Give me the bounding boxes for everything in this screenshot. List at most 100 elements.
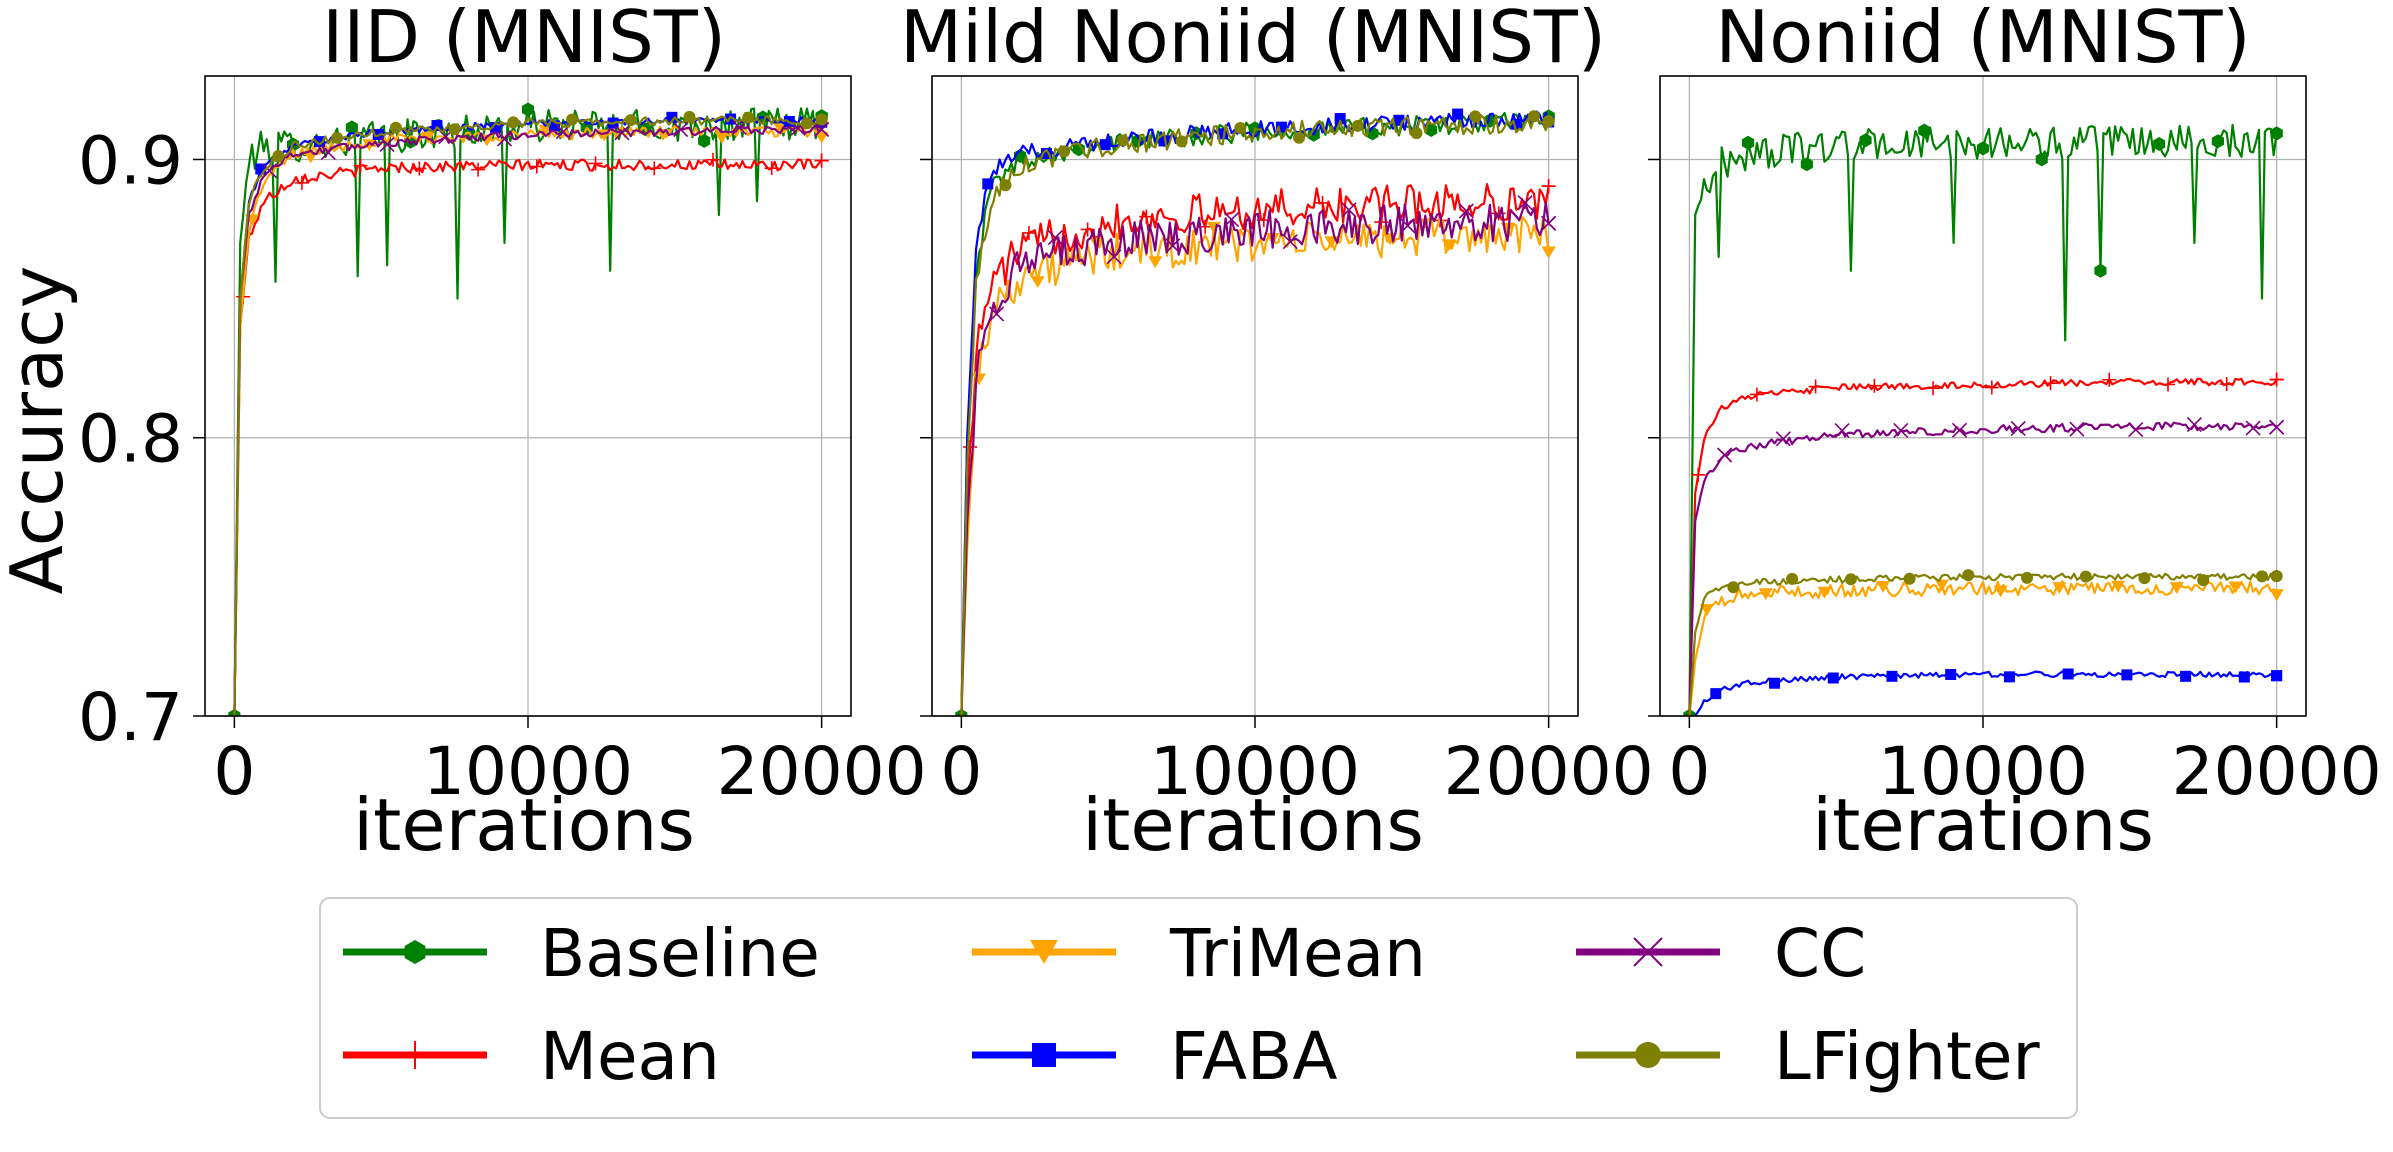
series-marker-mean <box>705 152 720 167</box>
series-marker-baseline <box>2270 126 2283 141</box>
series-marker-lfighter <box>1234 121 1247 134</box>
legend-entry-trimean: TriMean <box>972 915 1426 992</box>
series-marker-lfighter <box>999 179 1012 192</box>
x-axis-label: iterations <box>1082 783 1424 867</box>
series-marker-cc <box>1400 218 1416 234</box>
subplot-mild-noniid: Mild Noniid (MNIST) iterations 0 10000 200… <box>900 0 1654 867</box>
series-marker-trimean <box>2169 582 2184 594</box>
series-group <box>228 102 830 716</box>
legend-marker-circle-icon <box>1635 1042 1661 1068</box>
plot-frame <box>1659 75 2307 717</box>
series-marker-mean <box>1139 209 1154 224</box>
legend: Baseline Mean TriMean FABA CC LFighter <box>343 915 2040 1095</box>
series-marker-faba <box>255 163 267 175</box>
series-marker-lfighter <box>1844 573 1857 586</box>
series-marker-lfighter <box>1786 572 1799 585</box>
series-marker-cc <box>1047 229 1063 246</box>
series-marker-cc <box>989 306 1005 322</box>
series-marker-lfighter <box>2270 570 2283 583</box>
series-marker-trimean <box>2111 580 2126 593</box>
series-marker-cc <box>814 121 830 137</box>
subplot-noniid: Noniid (MNIST) iterations 0 10000 20000 <box>1648 0 2382 867</box>
series-marker-lfighter <box>331 131 344 144</box>
series-marker-faba <box>431 120 443 132</box>
series-marker-faba <box>1886 670 1898 682</box>
y-tick-label: 0.8 <box>78 401 183 478</box>
series-marker-cc <box>1341 202 1357 218</box>
plot-frame <box>204 75 852 717</box>
series-marker-lfighter <box>742 111 755 124</box>
series-marker-faba <box>982 178 994 190</box>
series-marker-cc <box>1893 422 1909 439</box>
series-marker-trimean <box>2228 581 2243 594</box>
series-marker-trimean <box>421 131 436 144</box>
series-marker-lfighter <box>2255 570 2268 583</box>
series-marker-trimean <box>1993 585 2008 598</box>
subplot-title: IID (MNIST) <box>322 0 726 79</box>
y-tick-label: 0.9 <box>78 122 183 199</box>
series-marker-mean <box>2219 377 2234 392</box>
x-tick-label: 20000 <box>1444 733 1654 810</box>
series-marker-lfighter <box>683 110 696 123</box>
series-marker-faba <box>1334 113 1346 125</box>
series-marker-faba <box>1769 677 1781 689</box>
x-tick-label: 0 <box>1668 733 1710 810</box>
series-marker-baseline <box>345 120 358 135</box>
series-marker-cc <box>1717 447 1733 463</box>
series-marker-mean <box>1541 179 1556 194</box>
series-marker-cc <box>2186 416 2202 433</box>
legend-entry-cc: CC <box>1576 915 1866 992</box>
series-marker-lfighter <box>1527 110 1540 123</box>
series-marker-trimean <box>1699 604 1714 617</box>
series-marker-baseline <box>698 133 711 148</box>
series-marker-baseline <box>1859 133 1872 148</box>
series-marker-baseline <box>2211 134 2224 149</box>
series-marker-mean <box>294 175 309 190</box>
series-marker-trimean <box>814 131 829 144</box>
series-marker-faba <box>1510 118 1522 130</box>
series-marker-cc <box>2245 420 2261 436</box>
series-line-cc <box>1688 421 2278 716</box>
series-marker-faba <box>1452 108 1464 120</box>
series-marker-faba <box>1710 688 1722 700</box>
series-marker-mean <box>1691 467 1706 482</box>
series-marker-faba <box>2062 668 2074 680</box>
series-marker-trimean <box>1206 221 1221 234</box>
series-line-cc <box>960 201 1550 716</box>
series-marker-mean <box>353 158 368 173</box>
legend-entry-faba: FABA <box>972 1018 1337 1095</box>
series-group <box>955 108 1557 716</box>
series-marker-mean <box>814 153 829 168</box>
series-group <box>1683 123 2285 716</box>
series-marker-cc <box>2010 420 2026 436</box>
legend-marker-square-icon <box>1032 1043 1056 1067</box>
series-line-faba <box>1694 670 2278 716</box>
series-marker-baseline <box>1976 141 1990 156</box>
series-marker-lfighter <box>1351 119 1364 132</box>
series-marker-cc <box>1282 234 1298 250</box>
series-marker-cc <box>1517 195 1533 211</box>
x-tick-label: 20000 <box>717 733 927 810</box>
series-marker-cc <box>1165 238 1181 254</box>
series-marker-faba <box>2003 671 2015 683</box>
series-marker-cc <box>262 163 278 179</box>
x-tick-label: 10000 <box>1878 733 2088 810</box>
series-marker-baseline <box>1742 135 1755 150</box>
x-tick-label: 10000 <box>423 733 633 810</box>
series-marker-lfighter <box>1058 145 1071 158</box>
series-marker-mean <box>412 161 427 176</box>
series-marker-trimean <box>1758 588 1773 601</box>
series-marker-cc <box>320 144 336 161</box>
series-marker-lfighter <box>800 117 813 130</box>
series-marker-mean <box>1080 222 1095 237</box>
series-marker-lfighter <box>566 113 579 126</box>
plot-frame <box>931 75 1579 717</box>
series-line-mean <box>233 158 823 716</box>
series-marker-cc <box>1834 423 1850 439</box>
series-marker-cc <box>1223 212 1240 228</box>
series-marker-lfighter <box>1293 131 1306 144</box>
series-marker-faba <box>1945 669 1957 681</box>
series-marker-baseline <box>2035 152 2048 167</box>
series-marker-baseline <box>2094 263 2107 278</box>
series-marker-faba <box>1099 139 1111 151</box>
